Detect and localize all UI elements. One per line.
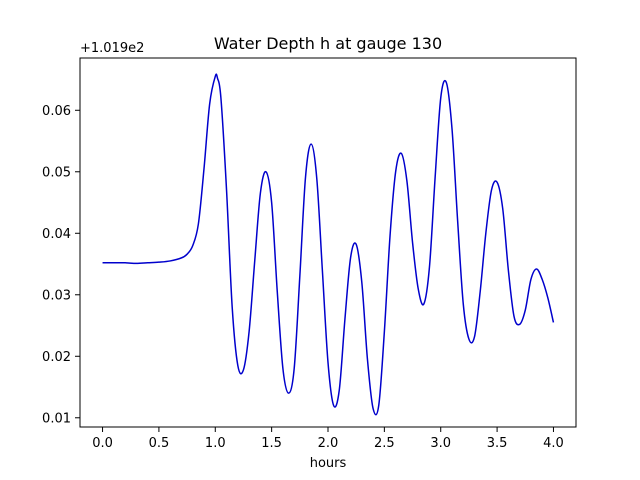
- x-axis-label: hours: [310, 456, 347, 471]
- x-tick-label: 1.0: [205, 436, 226, 451]
- y-axis-ticks: 0.01 0.02 0.03 0.04 0.05 0.06: [42, 104, 80, 426]
- y-tick-label: 0.05: [42, 165, 71, 180]
- series-line-water-depth: [102, 73, 555, 416]
- x-tick-label: 1.5: [261, 436, 282, 451]
- x-tick-label: 4.0: [543, 436, 564, 451]
- y-tick-label: 0.06: [42, 104, 71, 119]
- x-tick-label: 2.5: [374, 436, 395, 451]
- y-tick-label: 0.04: [42, 227, 71, 242]
- x-tick-label: 3.5: [487, 436, 508, 451]
- x-tick-label: 0.5: [149, 436, 170, 451]
- plot-area: [102, 73, 555, 416]
- x-tick-label: 3.0: [430, 436, 451, 451]
- x-axis-ticks: 0.0 0.5 1.0 1.5 2.0 2.5 3.0 3.5 4.0: [92, 427, 564, 451]
- y-tick-label: 0.01: [42, 411, 71, 426]
- y-axis-offset-label: +1.019e2: [80, 41, 144, 56]
- chart-title: Water Depth h at gauge 130: [214, 34, 442, 53]
- x-tick-label: 0.0: [92, 436, 113, 451]
- y-tick-label: 0.03: [42, 288, 71, 303]
- x-tick-label: 2.0: [318, 436, 339, 451]
- y-tick-label: 0.02: [42, 350, 71, 365]
